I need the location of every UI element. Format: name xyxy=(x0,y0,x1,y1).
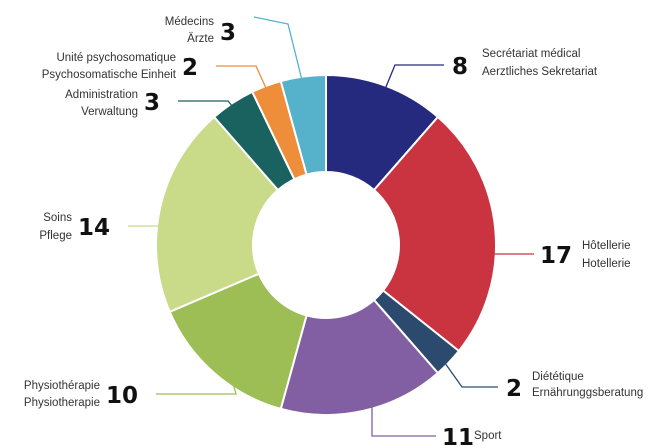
slice-label-de: Ärzte xyxy=(187,33,214,45)
slice-label-de: Pflege xyxy=(39,230,72,242)
leader-line xyxy=(216,65,274,104)
donut-slice xyxy=(155,115,280,314)
slice-label-de: Hotellerie xyxy=(582,258,631,270)
donut-slice xyxy=(372,115,497,353)
slice-label-fr: Médecins xyxy=(165,16,214,28)
slice-label-fr: Sport xyxy=(474,430,502,442)
slice-label-de: Ernährunggsberatung xyxy=(532,387,643,399)
slice-label-de: Psychosomatische Einheit xyxy=(42,69,177,81)
slice-label-fr: Secrétariat médical xyxy=(482,48,580,60)
slice-value-label: 3 xyxy=(144,90,160,116)
donut-slice xyxy=(279,73,327,176)
donut-slices xyxy=(155,73,497,416)
leader-lines xyxy=(128,16,534,437)
leader-line xyxy=(434,349,498,388)
leader-line xyxy=(371,397,436,437)
slice-value-label: 10 xyxy=(106,383,138,409)
slice-label-fr: Diététique xyxy=(532,371,584,383)
slice-value-label: 3 xyxy=(220,20,236,46)
donut-slice xyxy=(168,272,308,411)
slice-value-label: 11 xyxy=(442,425,474,448)
slice-labels: 8 Secrétariat médical Aerztliches Sekretar… xyxy=(24,16,643,448)
leader-line xyxy=(378,64,444,104)
slice-label-de: Physiotherapie xyxy=(24,397,100,409)
leader-line xyxy=(156,358,237,395)
slice-label-fr: Unité psychosomatique xyxy=(56,52,176,64)
slice-value-label: 17 xyxy=(540,243,572,269)
slice-label-fr: Hôtellerie xyxy=(582,240,631,252)
slice-label-fr: Soins xyxy=(43,212,72,224)
slice-label-fr: Physiothérapie xyxy=(24,380,100,392)
slice-value-label: 2 xyxy=(506,376,522,402)
slice-value-label: 14 xyxy=(78,215,110,241)
donut-slice xyxy=(279,298,440,416)
leader-line xyxy=(178,100,244,119)
slice-label-fr: Administration xyxy=(65,89,138,101)
slice-label-de: Aerztliches Sekretariat xyxy=(482,66,598,78)
slice-value-label: 8 xyxy=(452,54,468,80)
slice-label-de: Verwaltung xyxy=(81,106,138,118)
leader-line xyxy=(253,16,307,96)
slice-value-label: 2 xyxy=(182,55,198,81)
